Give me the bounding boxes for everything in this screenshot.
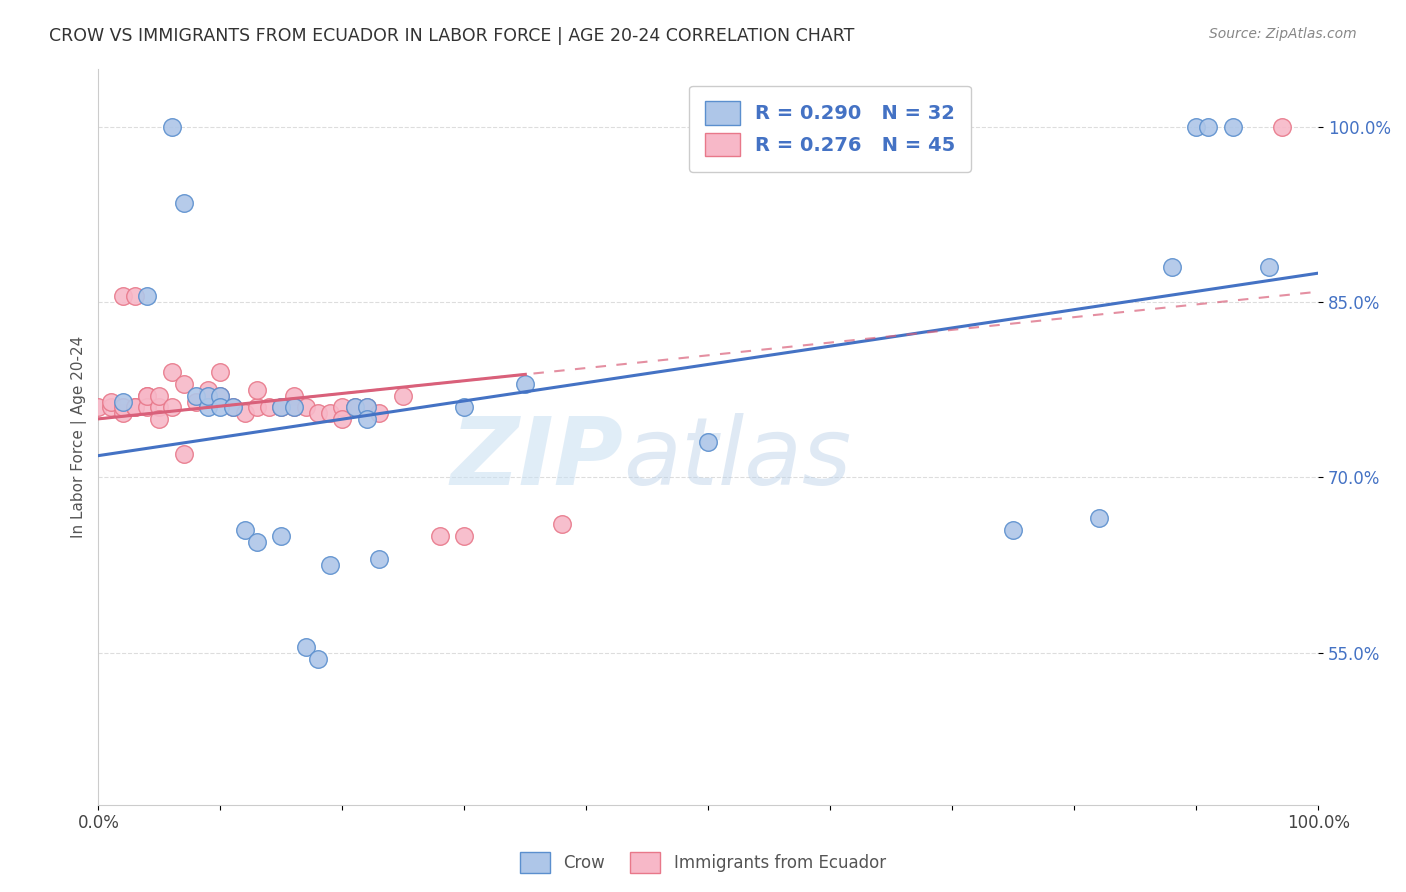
Point — [197, 389, 219, 403]
Point — [392, 389, 415, 403]
Point — [1198, 120, 1220, 134]
Point — [307, 406, 329, 420]
Point — [148, 401, 170, 415]
Point — [319, 558, 342, 573]
Point — [111, 406, 134, 420]
Point — [124, 401, 146, 415]
Point — [246, 383, 269, 397]
Point — [270, 401, 292, 415]
Point — [233, 523, 256, 537]
Point — [136, 401, 159, 415]
Point — [1087, 511, 1109, 525]
Point — [111, 401, 134, 415]
Point — [343, 401, 366, 415]
Point — [270, 529, 292, 543]
Point — [270, 401, 292, 415]
Point — [453, 401, 475, 415]
Point — [184, 394, 207, 409]
Point — [173, 377, 195, 392]
Point — [87, 401, 110, 415]
Point — [697, 435, 720, 450]
Point — [356, 412, 378, 426]
Legend: R = 0.290   N = 32, R = 0.276   N = 45: R = 0.290 N = 32, R = 0.276 N = 45 — [689, 86, 972, 172]
Point — [368, 406, 391, 420]
Point — [257, 401, 280, 415]
Point — [368, 552, 391, 566]
Point — [453, 529, 475, 543]
Point — [356, 401, 378, 415]
Legend: Crow, Immigrants from Ecuador: Crow, Immigrants from Ecuador — [513, 846, 893, 880]
Point — [246, 401, 269, 415]
Point — [209, 389, 232, 403]
Point — [148, 389, 170, 403]
Point — [356, 401, 378, 415]
Point — [1002, 523, 1025, 537]
Point — [1271, 120, 1294, 134]
Point — [429, 529, 451, 543]
Point — [111, 289, 134, 303]
Point — [136, 389, 159, 403]
Text: ZIP: ZIP — [450, 413, 623, 505]
Point — [551, 517, 574, 532]
Point — [173, 447, 195, 461]
Point — [124, 401, 146, 415]
Point — [515, 377, 537, 392]
Point — [184, 389, 207, 403]
Point — [1160, 260, 1182, 275]
Point — [1258, 260, 1281, 275]
Point — [100, 394, 122, 409]
Point — [160, 120, 183, 134]
Text: Source: ZipAtlas.com: Source: ZipAtlas.com — [1209, 27, 1357, 41]
Point — [294, 640, 316, 654]
Point — [160, 365, 183, 379]
Point — [319, 406, 342, 420]
Point — [197, 401, 219, 415]
Text: atlas: atlas — [623, 413, 851, 504]
Point — [283, 401, 305, 415]
Point — [343, 401, 366, 415]
Point — [330, 401, 353, 415]
Point — [100, 401, 122, 415]
Point — [197, 389, 219, 403]
Point — [221, 401, 243, 415]
Point — [283, 389, 305, 403]
Point — [209, 401, 232, 415]
Point — [136, 289, 159, 303]
Point — [233, 406, 256, 420]
Y-axis label: In Labor Force | Age 20-24: In Labor Force | Age 20-24 — [72, 335, 87, 538]
Point — [209, 389, 232, 403]
Point — [124, 289, 146, 303]
Point — [209, 365, 232, 379]
Point — [221, 401, 243, 415]
Point — [294, 401, 316, 415]
Point — [136, 389, 159, 403]
Point — [307, 651, 329, 665]
Point — [160, 401, 183, 415]
Point — [173, 195, 195, 210]
Point — [246, 534, 269, 549]
Point — [111, 394, 134, 409]
Point — [148, 412, 170, 426]
Point — [1185, 120, 1208, 134]
Point — [283, 401, 305, 415]
Text: CROW VS IMMIGRANTS FROM ECUADOR IN LABOR FORCE | AGE 20-24 CORRELATION CHART: CROW VS IMMIGRANTS FROM ECUADOR IN LABOR… — [49, 27, 855, 45]
Point — [1222, 120, 1244, 134]
Point — [197, 383, 219, 397]
Point — [330, 412, 353, 426]
